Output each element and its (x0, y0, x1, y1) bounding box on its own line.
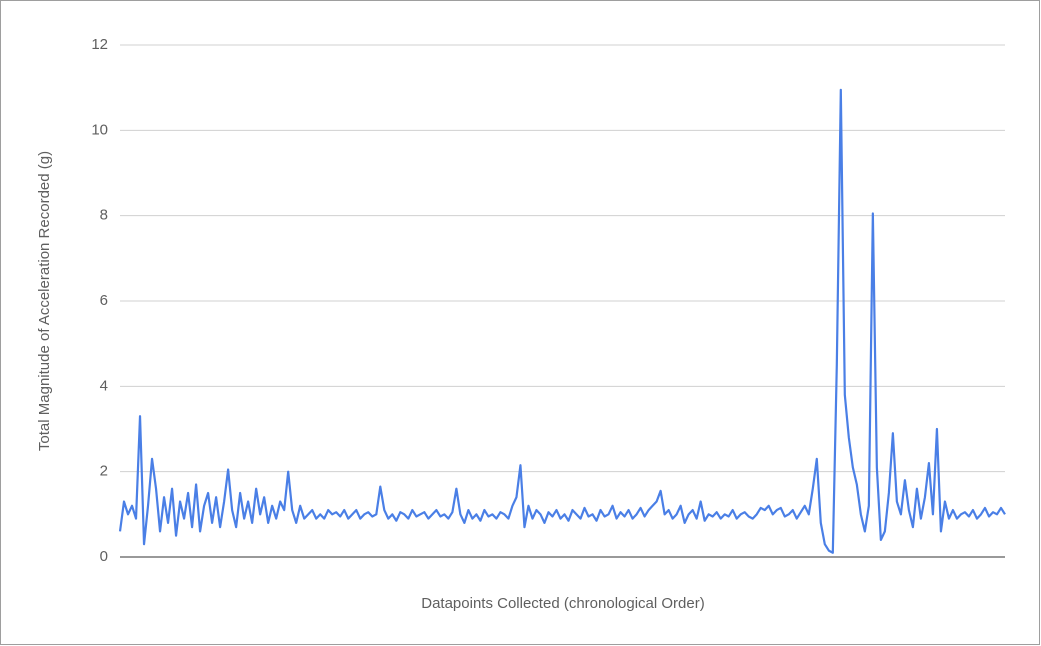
y-tick-label: 10 (91, 121, 108, 138)
y-tick-label: 12 (91, 36, 108, 53)
x-axis-label: Datapoints Collected (chronological Orde… (421, 595, 704, 612)
y-tick-label: 4 (100, 377, 108, 394)
y-tick-label: 8 (100, 207, 108, 224)
y-tick-label: 2 (100, 463, 108, 480)
y-tick-label: 0 (100, 548, 108, 565)
data-line (118, 88, 1006, 554)
y-tick-label: 6 (100, 292, 108, 309)
y-axis-label: Total Magnitude of Acceleration Recorded… (36, 151, 53, 451)
